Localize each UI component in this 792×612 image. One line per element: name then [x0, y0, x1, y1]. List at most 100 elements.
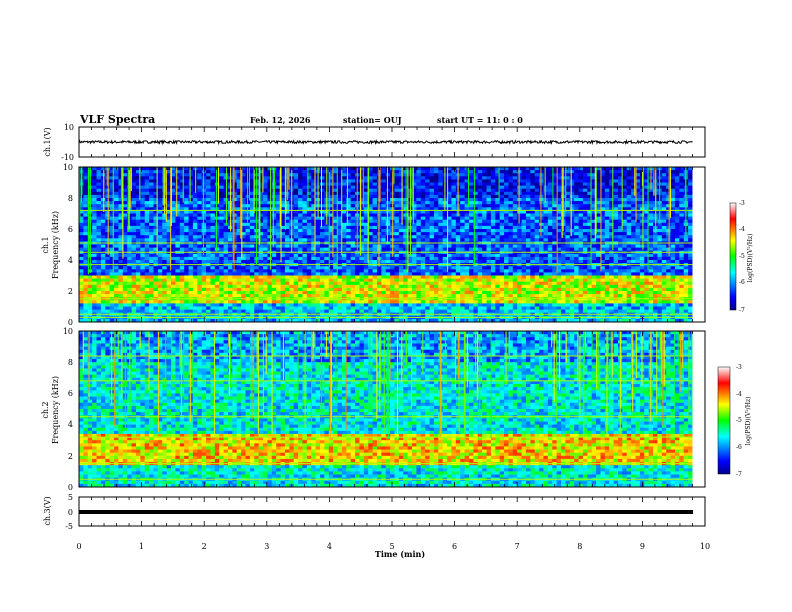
- spectrogram-cell: [105, 291, 111, 295]
- spectrogram-cell: [267, 238, 273, 242]
- spectrogram-cell: [175, 281, 181, 286]
- spectrogram-cell: [280, 253, 286, 258]
- spectrogram-cell: [477, 179, 483, 183]
- spectrogram-cell: [333, 191, 338, 196]
- spectrogram-cell: [495, 232, 501, 236]
- spectrogram-cell: [184, 300, 189, 304]
- spectrogram-cell: [359, 207, 365, 211]
- spectrogram-cell: [469, 222, 474, 227]
- spectrogram-cell: [425, 216, 430, 221]
- spectrogram-cell: [83, 201, 89, 205]
- spectrogram-cell: [267, 235, 273, 239]
- spectrogram-cell: [135, 275, 141, 279]
- spectrogram-cell: [315, 303, 321, 307]
- spectrogram-cell: [429, 303, 435, 307]
- spectrogram-cell: [162, 256, 168, 261]
- spectrogram-cell: [451, 216, 457, 221]
- spectrogram-cell: [144, 167, 150, 171]
- spectrogram-cell: [92, 238, 97, 242]
- spectrogram-cell: [79, 204, 84, 208]
- spectrogram-cell: [210, 256, 216, 261]
- spectrogram-cell: [157, 287, 163, 292]
- spectrogram-cell: [153, 281, 159, 286]
- spectrogram-cell: [469, 256, 474, 261]
- spectrogram-cell: [254, 266, 260, 270]
- spectrogram-cell: [276, 309, 281, 314]
- spectrogram-cell: [258, 213, 264, 217]
- spectrogram-cell: [241, 309, 246, 314]
- spectrogram-cell: [333, 300, 338, 304]
- spectrogram-cell: [311, 306, 317, 310]
- spectrogram-cell: [398, 201, 404, 205]
- spectrogram-cell: [385, 207, 391, 211]
- spectrogram-cell: [298, 170, 303, 174]
- spectrogram-cell: [122, 201, 128, 205]
- spectrogram-cell: [157, 318, 163, 323]
- spectrogram-cell: [495, 235, 501, 239]
- spectrogram-cell: [188, 185, 194, 190]
- spectrogram-cell: [245, 253, 251, 258]
- spectrogram-cell: [469, 287, 474, 292]
- spectrogram-cell: [293, 167, 299, 171]
- spectrogram-cell: [311, 269, 317, 273]
- spectrogram-cell: [490, 204, 496, 208]
- spectrogram-cell: [109, 232, 115, 236]
- spectrogram-cell: [372, 207, 378, 211]
- spectrogram-cell: [267, 185, 273, 190]
- spectrogram-cell: [109, 219, 115, 224]
- spectrogram-cell: [197, 281, 203, 286]
- spectrogram-cell: [368, 235, 373, 239]
- spectrogram-cell: [346, 275, 352, 279]
- spectrogram-cell: [232, 194, 238, 199]
- spectrogram-cell: [157, 219, 163, 224]
- spectrogram-cell: [508, 229, 514, 233]
- spectrogram-cell: [114, 207, 119, 211]
- spectrogram-cell: [477, 284, 483, 289]
- spectrogram-cell: [447, 229, 452, 233]
- spectrogram-cell: [96, 185, 102, 190]
- spectrogram-cell: [241, 225, 246, 230]
- spectrogram-cell: [328, 256, 334, 261]
- spectrogram-cell: [416, 235, 422, 239]
- spectrogram-cell: [473, 167, 479, 171]
- spectrogram-cell: [171, 176, 176, 180]
- spectrogram-cell: [83, 309, 89, 314]
- spectrogram-cell: [245, 235, 251, 239]
- spectrogram-cell: [451, 170, 457, 174]
- spectrogram-cell: [179, 294, 185, 298]
- spectrogram-cell: [162, 291, 168, 295]
- spectrogram-cell: [153, 284, 159, 289]
- spectrogram-cell: [149, 173, 154, 177]
- spectrogram-cell: [337, 182, 343, 186]
- spectrogram-cell: [412, 306, 417, 310]
- spectrogram-cell: [258, 185, 264, 190]
- spectrogram-cell: [197, 188, 203, 193]
- spectrogram-cell: [201, 213, 207, 217]
- spectrogram-cell: [127, 247, 132, 252]
- spectrogram-cell: [372, 216, 378, 221]
- spectrogram-cell: [157, 204, 163, 208]
- spectrogram-cell: [460, 216, 466, 221]
- spectrogram-cell: [162, 272, 168, 276]
- spectrogram-cell: [368, 182, 373, 186]
- spectrogram-cell: [258, 204, 264, 208]
- spectrogram-cell: [359, 182, 365, 186]
- spectrogram-cell: [83, 188, 89, 193]
- spectrogram-cell: [482, 179, 487, 183]
- spectrogram-cell: [451, 287, 457, 292]
- spectrogram-cell: [184, 291, 189, 295]
- spectrogram-cell: [442, 306, 448, 310]
- spectrogram-cell: [232, 213, 238, 217]
- spectrogram-cell: [420, 303, 426, 307]
- spectrogram-cell: [482, 238, 487, 242]
- spectrogram-cell: [429, 167, 435, 171]
- spectrogram-cell: [477, 291, 483, 295]
- spectrogram-cell: [469, 253, 474, 258]
- spectrogram-cell: [482, 176, 487, 180]
- spectrogram-cell: [416, 219, 422, 224]
- spectrogram-cell: [328, 294, 334, 298]
- spectrogram-cell: [214, 222, 220, 227]
- spectrogram-cell: [149, 170, 154, 174]
- spectrogram-cell: [460, 318, 466, 323]
- spectrogram-cell: [175, 194, 181, 199]
